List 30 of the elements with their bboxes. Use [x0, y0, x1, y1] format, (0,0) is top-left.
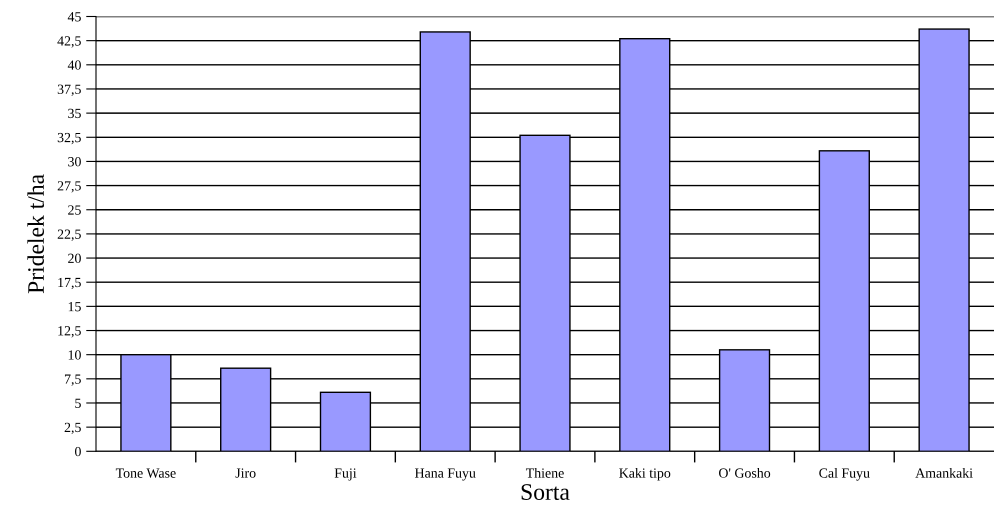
- y-tick-label: 45: [68, 12, 81, 22]
- y-tick-label: 15: [68, 302, 81, 312]
- y-tick-label: 35: [68, 108, 81, 118]
- y-tick-label: 30: [68, 157, 81, 166]
- x-tick-label: O' Gosho: [718, 468, 770, 478]
- y-tick-label: 10: [68, 350, 81, 360]
- x-tick-label: Kaki tipo: [619, 468, 670, 481]
- y-tick-label: 25: [68, 205, 81, 215]
- x-tick-label: Jiro: [236, 468, 256, 478]
- x-tick-label: Hana Fuyu: [414, 468, 476, 481]
- y-tick-label: 5: [75, 398, 81, 408]
- x-axis-title: Sorta: [522, 484, 570, 500]
- y-tick-label: 17,5: [58, 278, 81, 290]
- y-tick-label: 40: [68, 60, 81, 70]
- y-tick-label: 32,5: [58, 132, 81, 144]
- y-tick-label: 12,5: [58, 326, 81, 338]
- y-axis-title: Pridelek t/ha: [27, 174, 44, 294]
- y-tick-label: 2,5: [64, 422, 81, 434]
- y-tick-label: 27,5: [58, 181, 81, 193]
- y-tick-label: 0: [75, 446, 81, 456]
- x-tick-label: Amankaki: [915, 468, 973, 478]
- y-tick-label: 42,5: [57, 36, 81, 48]
- y-tick-label: 7,5: [64, 374, 81, 386]
- x-tick-label: Thiene: [526, 468, 564, 478]
- x-tick-label: Fuji: [334, 468, 356, 481]
- x-tick-label: Tone Wase: [116, 468, 176, 478]
- x-tick-label: Cal Fuyu: [819, 468, 870, 481]
- y-tick-label: 20: [68, 254, 81, 264]
- y-tick-label: 22,5: [58, 230, 81, 241]
- y-tick-label: 37,5: [58, 84, 81, 96]
